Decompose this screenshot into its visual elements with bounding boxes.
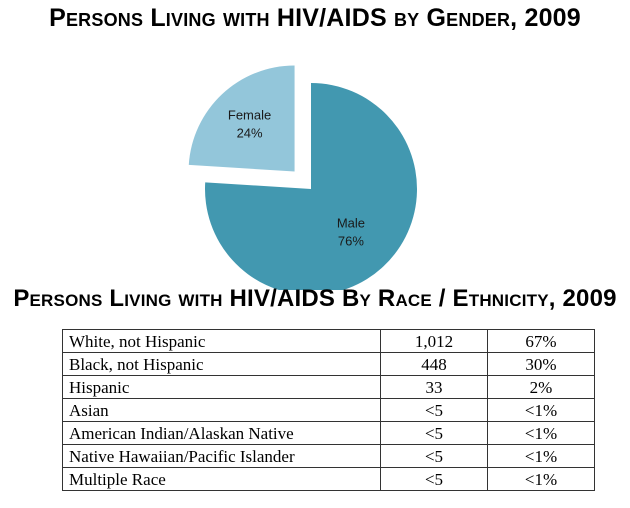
count-cell: 1,012 xyxy=(380,329,488,353)
count-cell: <5 xyxy=(380,421,488,445)
pie-slice-female xyxy=(188,65,295,172)
table-row: Asian <5 <1% xyxy=(62,398,595,422)
table-row: Black, not Hispanic 448 30% xyxy=(62,352,595,376)
table-row: American Indian/Alaskan Native <5 <1% xyxy=(62,421,595,445)
count-cell: 33 xyxy=(380,375,488,399)
count-cell: 448 xyxy=(380,352,488,376)
group-cell: Multiple Race xyxy=(62,467,381,491)
group-cell: Hispanic xyxy=(62,375,381,399)
pie-chart-title: Persons Living with HIV/AIDS by Gender, … xyxy=(49,4,581,32)
pie-label-male: Male xyxy=(337,215,365,230)
percent-cell: <1% xyxy=(487,421,595,445)
pie-value-female: 24% xyxy=(237,126,263,141)
table-row: Multiple Race <5 <1% xyxy=(62,467,595,491)
count-cell: <5 xyxy=(380,398,488,422)
table-title: Persons Living with HIV/AIDS By Race / E… xyxy=(13,285,617,312)
group-cell: White, not Hispanic xyxy=(62,329,381,353)
table-row: White, not Hispanic 1,012 67% xyxy=(62,329,595,353)
group-cell: American Indian/Alaskan Native xyxy=(62,421,381,445)
group-cell: Native Hawaiian/Pacific Islander xyxy=(62,444,381,468)
table-row: Native Hawaiian/Pacific Islander <5 <1% xyxy=(62,444,595,468)
gender-pie-chart: Male 76% Female 24% xyxy=(188,65,417,290)
percent-cell: 67% xyxy=(487,329,595,353)
pie-slice-male xyxy=(205,83,417,290)
percent-cell: <1% xyxy=(487,444,595,468)
count-cell: <5 xyxy=(380,467,488,491)
pie-label-female: Female xyxy=(228,108,271,123)
group-cell: Asian xyxy=(62,398,381,422)
table-row: Hispanic 33 2% xyxy=(62,375,595,399)
pie-value-male: 76% xyxy=(338,233,364,248)
percent-cell: 2% xyxy=(487,375,595,399)
percent-cell: <1% xyxy=(487,467,595,491)
percent-cell: <1% xyxy=(487,398,595,422)
race-ethnicity-table: White, not Hispanic 1,012 67% Black, not Hi… xyxy=(62,329,595,491)
group-cell: Black, not Hispanic xyxy=(62,352,381,376)
percent-cell: 30% xyxy=(487,352,595,376)
count-cell: <5 xyxy=(380,444,488,468)
